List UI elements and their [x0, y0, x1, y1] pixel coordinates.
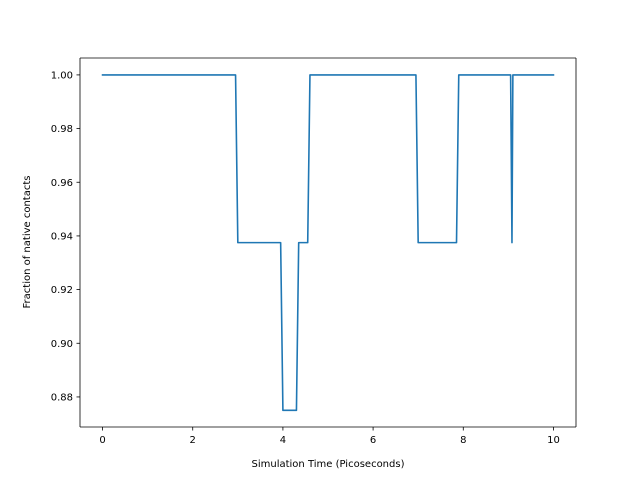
y-tick-label: 0.88	[51, 392, 73, 403]
y-tick-label: 0.96	[51, 178, 73, 189]
y-axis-label: Fraction of native contacts	[22, 176, 33, 309]
x-axis-ticks: 0 2 4 6 8 10	[99, 427, 560, 446]
plot-area	[79, 57, 577, 428]
x-tick-label: 4	[280, 435, 286, 446]
y-axis-ticks: 0.88 0.90 0.92 0.94 0.96 0.98 1.00	[51, 70, 80, 403]
x-tick-label: 8	[460, 435, 466, 446]
y-tick-label: 0.94	[51, 231, 73, 242]
x-tick-label: 10	[547, 435, 560, 446]
x-tick-label: 6	[370, 435, 376, 446]
x-tick-label: 0	[99, 435, 105, 446]
series-line-0	[101, 74, 555, 412]
y-tick-label: 0.90	[51, 339, 73, 350]
x-tick-label: 2	[190, 435, 196, 446]
x-axis-label: Simulation Time (Picoseconds)	[252, 459, 405, 470]
y-tick-label: 1.00	[51, 70, 73, 81]
y-tick-label: 0.92	[51, 285, 73, 296]
y-tick-label: 0.98	[51, 124, 73, 135]
